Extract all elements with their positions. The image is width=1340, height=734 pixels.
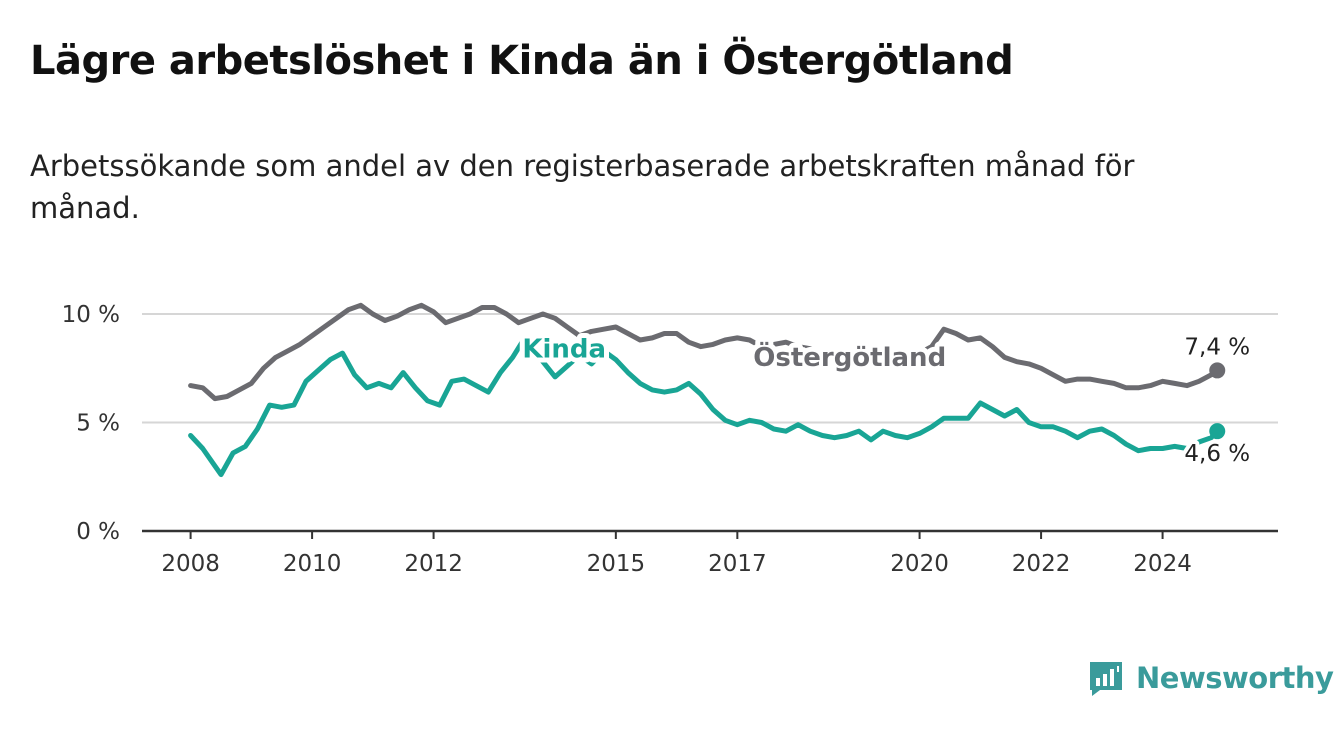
- series-end-marker: [1209, 423, 1226, 440]
- newsworthy-brand: Newsworthy: [1088, 660, 1334, 696]
- bar-chart-logo-icon: [1090, 662, 1122, 696]
- x-tick-label: 2015: [587, 551, 646, 577]
- gridlines: [142, 313, 1278, 424]
- brand-name: Newsworthy: [1136, 661, 1334, 695]
- x-tick-label: 2012: [404, 551, 463, 577]
- series-lines: [188, 302, 1226, 478]
- y-axis-ticks: 0 % 5 % 10 %: [62, 302, 120, 545]
- series-label-halo: Östergötland: [753, 340, 946, 373]
- end-value-label: 4,6 %: [1184, 441, 1250, 467]
- x-tick-label: 2022: [1012, 551, 1071, 577]
- y-tick-label: 0 %: [76, 519, 120, 545]
- x-tick-label: 2008: [161, 551, 220, 577]
- x-tick-label: 2017: [708, 551, 767, 577]
- x-tick-label: 2010: [283, 551, 342, 577]
- x-axis-ticks: 2008 2010 2012 2015 2017 2020 2022 2024: [142, 529, 1278, 577]
- series-label-ostergotland: Östergötland: [753, 340, 946, 373]
- series-line-ostergotland: [188, 302, 1220, 402]
- series-label-kinda: Kinda: [522, 334, 606, 364]
- series-line-kinda: [188, 335, 1220, 478]
- series-label-halo: Kinda: [522, 334, 606, 364]
- x-tick-label: 2020: [890, 551, 949, 577]
- end-value-label: 7,4 %: [1184, 334, 1250, 360]
- chart-subtitle: Arbetssökande som andel av den registerb…: [30, 149, 1135, 225]
- y-tick-label: 10 %: [62, 302, 120, 328]
- end-label-halo: 4,6 %: [1184, 441, 1250, 467]
- y-tick-label: 5 %: [76, 411, 120, 437]
- end-label-halo: 7,4 %: [1184, 334, 1250, 360]
- series-end-marker: [1209, 362, 1226, 379]
- chart-title: Lägre arbetslöshet i Kinda än i Östergöt…: [30, 38, 1014, 84]
- x-tick-label: 2024: [1133, 551, 1192, 577]
